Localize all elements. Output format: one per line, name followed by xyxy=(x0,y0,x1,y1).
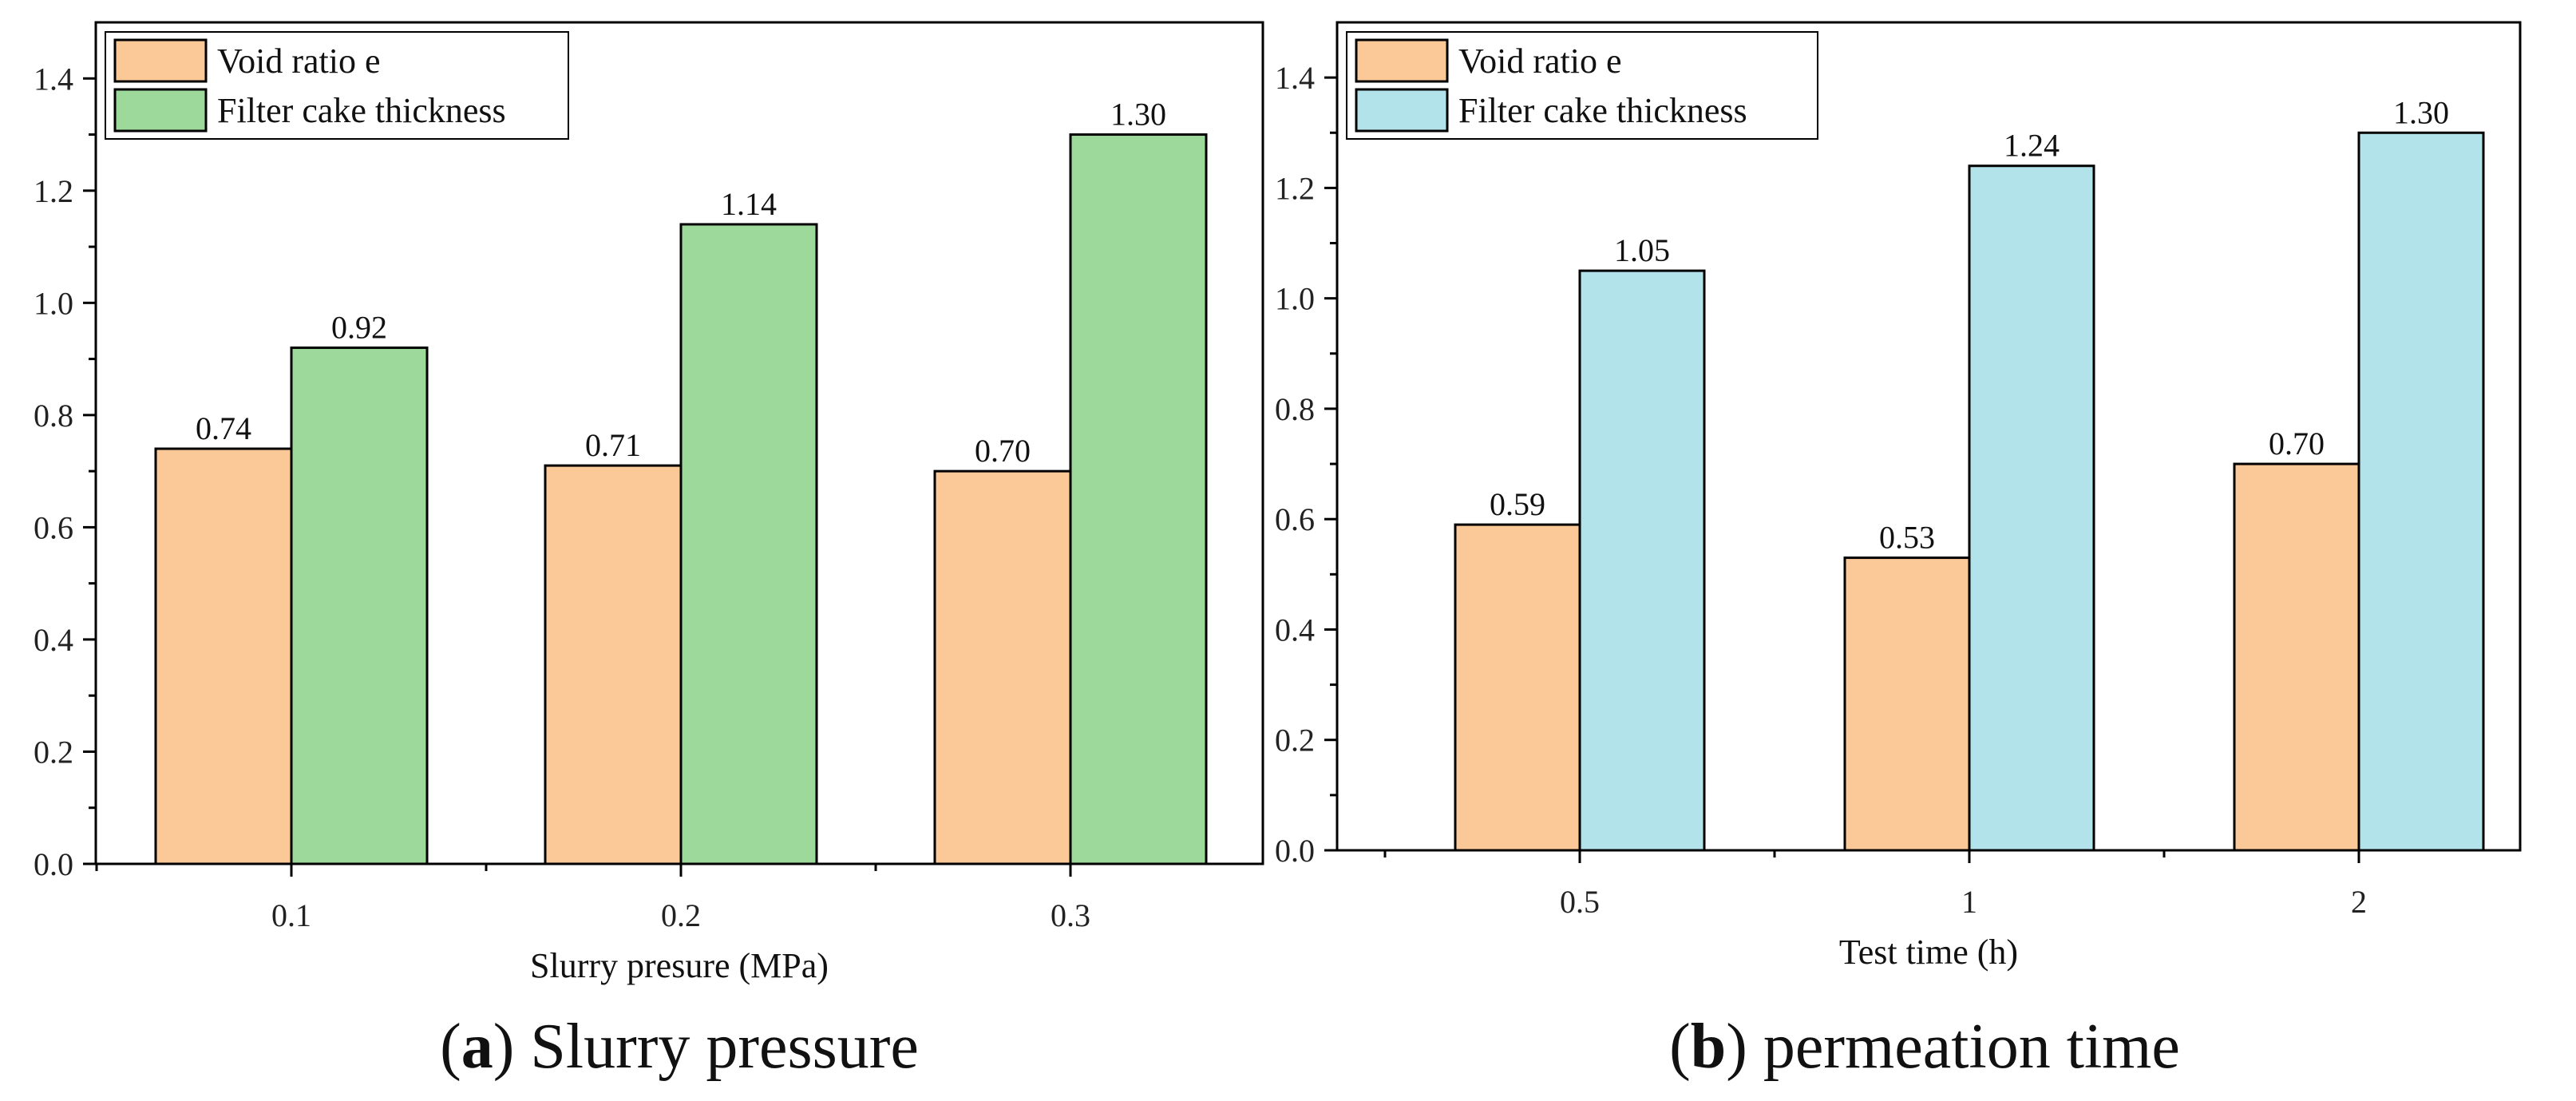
legend-label: Void ratio e xyxy=(1458,42,1622,81)
data-label: 0.53 xyxy=(1879,520,1935,556)
x-axis-title: Slurry presure (MPa) xyxy=(530,946,829,985)
x-tick-label: 0.2 xyxy=(661,897,701,933)
data-label: 0.71 xyxy=(585,427,641,463)
y-tick-label: 1.2 xyxy=(1275,170,1315,206)
x-tick-label: 0.3 xyxy=(1051,897,1090,933)
legend-swatch xyxy=(113,88,208,133)
bar xyxy=(933,469,1072,865)
y-tick-label: 1.0 xyxy=(34,285,73,321)
bar xyxy=(1069,133,1208,865)
data-label: 1.05 xyxy=(1614,232,1670,268)
data-label: 1.30 xyxy=(1110,97,1166,133)
y-tick-label: 0.8 xyxy=(1275,391,1315,427)
x-axis-title: Test time (h) xyxy=(1839,933,2018,972)
legend: Void ratio e Filter cake thickness xyxy=(105,31,569,140)
legend: Void ratio e Filter cake thickness xyxy=(1346,31,1818,140)
bar xyxy=(544,464,683,865)
legend-label: Filter cake thickness xyxy=(1458,91,1747,130)
bar xyxy=(154,447,293,865)
bar xyxy=(1454,523,1581,852)
legend-swatch xyxy=(113,38,208,83)
data-label: 0.70 xyxy=(975,433,1031,469)
data-label: 1.14 xyxy=(721,186,777,222)
bar xyxy=(290,347,429,865)
data-label: 0.92 xyxy=(331,310,387,346)
y-tick-label: 1.4 xyxy=(1275,60,1315,96)
y-tick-label: 0.2 xyxy=(1275,723,1315,758)
data-label: 0.70 xyxy=(2269,426,2325,461)
data-label: 0.74 xyxy=(196,410,251,446)
bar xyxy=(1843,556,1971,852)
data-label: 0.59 xyxy=(1490,486,1545,522)
y-tick-label: 0.6 xyxy=(34,509,73,545)
legend-swatch xyxy=(1355,38,1449,83)
chart-panel-a: 0.0 0.2 0.4 0.6 0.8 1.0 1.2 1.4 0.1 0.2 0.3 Slurry … xyxy=(34,21,1264,1082)
bar xyxy=(1968,164,2095,852)
panel-caption: (b) permeation time xyxy=(1669,1012,2180,1082)
y-tick-label: 0.6 xyxy=(1275,501,1315,537)
bar xyxy=(2357,131,2485,852)
legend-label: Filter cake thickness xyxy=(217,91,506,130)
data-label: 1.30 xyxy=(2393,94,2449,130)
data-label: 1.24 xyxy=(2004,128,2060,164)
legend-swatch xyxy=(1355,88,1449,133)
bar xyxy=(679,223,818,865)
y-tick-label: 1.2 xyxy=(34,173,73,209)
bar xyxy=(2233,462,2360,852)
bar xyxy=(1578,269,1706,852)
y-tick-label: 1.0 xyxy=(1275,281,1315,317)
y-tick-label: 1.4 xyxy=(34,61,73,97)
x-tick-label: 1 xyxy=(1961,884,1977,920)
y-tick-label: 0.8 xyxy=(34,398,73,434)
x-tick-label: 0.1 xyxy=(271,897,311,933)
y-tick-label: 0.2 xyxy=(34,734,73,770)
x-tick-label: 0.5 xyxy=(1560,884,1600,920)
chart-panel-b: 0.0 0.2 0.4 0.6 0.8 1.0 1.2 1.4 0.5 1 2 Test time (… xyxy=(1275,21,2522,1082)
y-tick-label: 0.0 xyxy=(1275,833,1315,869)
x-tick-label: 2 xyxy=(2351,884,2367,920)
legend-label: Void ratio e xyxy=(217,42,381,81)
panel-caption: (a) Slurry pressure xyxy=(440,1012,919,1082)
y-tick-label: 0.0 xyxy=(34,846,73,882)
y-tick-label: 0.4 xyxy=(34,622,73,658)
y-tick-label: 0.4 xyxy=(1275,612,1315,648)
